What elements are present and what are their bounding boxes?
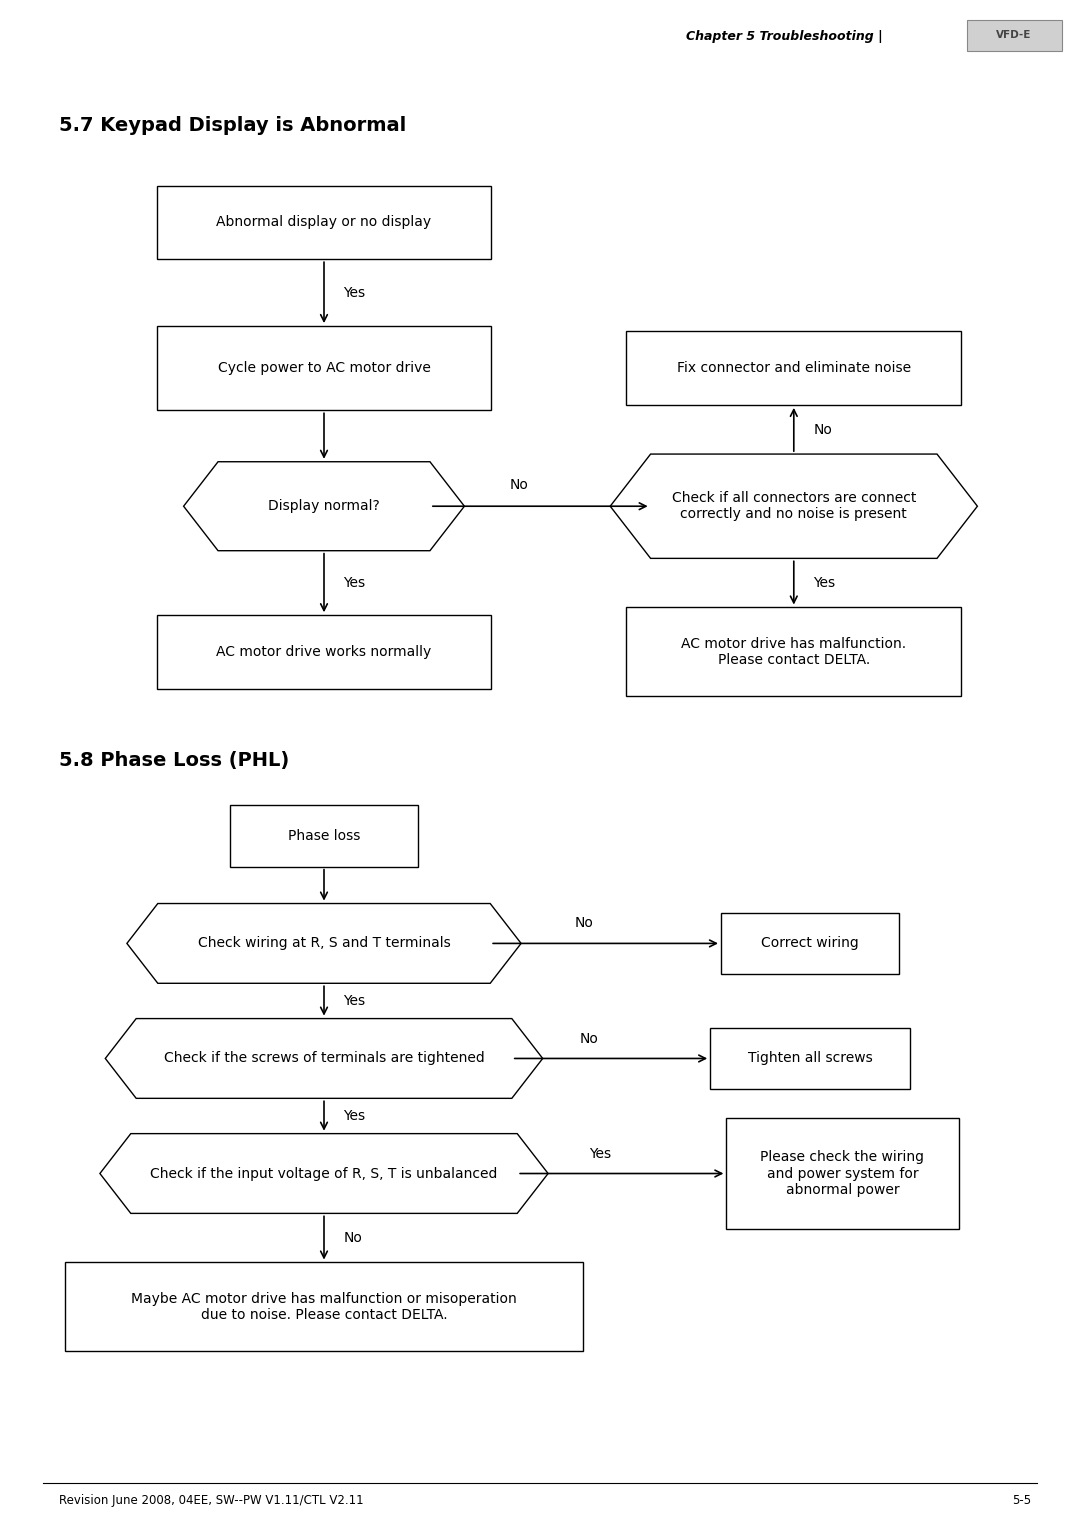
Text: Phase loss: Phase loss [287, 828, 361, 844]
Text: Tighten all screws: Tighten all screws [747, 1051, 873, 1066]
Text: Display normal?: Display normal? [268, 499, 380, 514]
FancyBboxPatch shape [711, 1028, 909, 1089]
Text: VFD-E: VFD-E [997, 31, 1031, 40]
FancyBboxPatch shape [626, 607, 961, 696]
FancyBboxPatch shape [229, 805, 418, 867]
Text: Correct wiring: Correct wiring [761, 936, 859, 951]
Polygon shape [610, 454, 977, 558]
Text: Yes: Yes [589, 1146, 611, 1161]
Text: AC motor drive has malfunction.
Please contact DELTA.: AC motor drive has malfunction. Please c… [681, 637, 906, 667]
Text: 5.7 Keypad Display is Abnormal: 5.7 Keypad Display is Abnormal [59, 117, 407, 135]
Text: Revision June 2008, 04EE, SW--PW V1.11/CTL V2.11: Revision June 2008, 04EE, SW--PW V1.11/C… [59, 1494, 364, 1506]
Text: Yes: Yes [813, 575, 835, 591]
Text: No: No [580, 1031, 598, 1046]
Text: Chapter 5 Troubleshooting |: Chapter 5 Troubleshooting | [686, 31, 882, 43]
Text: Check if all connectors are connect
correctly and no noise is present: Check if all connectors are connect corr… [672, 491, 916, 522]
Polygon shape [184, 462, 464, 551]
FancyBboxPatch shape [726, 1118, 959, 1229]
Text: Please check the wiring
and power system for
abnormal power: Please check the wiring and power system… [760, 1150, 924, 1197]
Text: Yes: Yes [343, 285, 365, 299]
FancyBboxPatch shape [967, 20, 1062, 51]
Text: 5-5: 5-5 [1012, 1494, 1031, 1506]
Text: No: No [575, 916, 593, 931]
Text: Yes: Yes [343, 994, 365, 1008]
Text: Cycle power to AC motor drive: Cycle power to AC motor drive [217, 360, 431, 376]
Text: Check wiring at R, S and T terminals: Check wiring at R, S and T terminals [198, 936, 450, 951]
Text: 5.8 Phase Loss (PHL): 5.8 Phase Loss (PHL) [59, 752, 289, 770]
Text: Yes: Yes [343, 1109, 365, 1123]
Polygon shape [105, 1019, 542, 1098]
Text: Maybe AC motor drive has malfunction or misoperation
due to noise. Please contac: Maybe AC motor drive has malfunction or … [131, 1292, 517, 1322]
FancyBboxPatch shape [65, 1262, 583, 1351]
FancyBboxPatch shape [626, 331, 961, 405]
Text: Abnormal display or no display: Abnormal display or no display [216, 215, 432, 230]
Text: No: No [343, 1230, 362, 1246]
Text: Yes: Yes [343, 575, 365, 591]
Text: No: No [813, 422, 832, 437]
FancyBboxPatch shape [157, 325, 491, 411]
FancyBboxPatch shape [157, 186, 491, 259]
Text: No: No [510, 477, 528, 492]
Text: Check if the input voltage of R, S, T is unbalanced: Check if the input voltage of R, S, T is… [150, 1166, 498, 1181]
FancyBboxPatch shape [157, 615, 491, 689]
Polygon shape [127, 904, 522, 983]
Polygon shape [100, 1134, 548, 1213]
Text: Check if the screws of terminals are tightened: Check if the screws of terminals are tig… [164, 1051, 484, 1066]
FancyBboxPatch shape [721, 913, 899, 974]
Text: Fix connector and eliminate noise: Fix connector and eliminate noise [677, 360, 910, 376]
Text: AC motor drive works normally: AC motor drive works normally [216, 644, 432, 660]
